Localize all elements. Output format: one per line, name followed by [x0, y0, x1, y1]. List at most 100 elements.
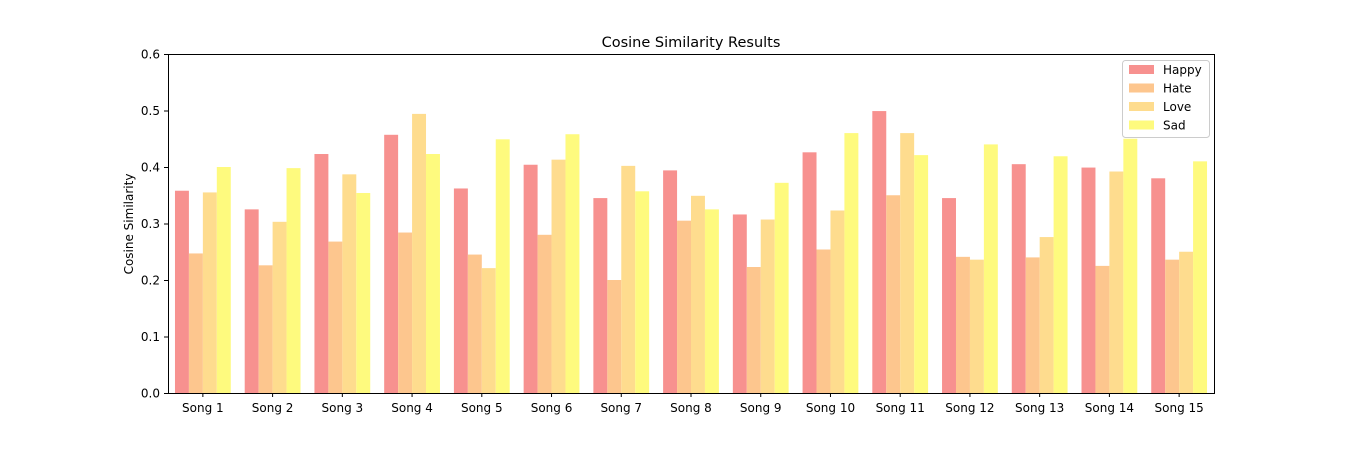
- y-tick-label: 0.4: [141, 161, 160, 175]
- bar-hate-12: [955, 256, 970, 393]
- bar-love-13: [1039, 237, 1054, 393]
- bar-sad-10: [844, 133, 859, 393]
- bar-happy-15: [1151, 178, 1166, 393]
- bar-love-9: [760, 219, 775, 393]
- bar-love-14: [1109, 171, 1124, 393]
- legend-swatch-love: [1129, 102, 1154, 111]
- legend-swatch-happy: [1129, 65, 1154, 74]
- bar-love-1: [202, 192, 217, 393]
- bar-love-6: [551, 159, 566, 393]
- bar-happy-12: [942, 198, 956, 393]
- legend: Happy Hate Love Sad: [1122, 60, 1210, 138]
- bar-happy-6: [523, 164, 538, 393]
- bar-sad-6: [565, 134, 580, 394]
- bar-happy-5: [453, 188, 468, 393]
- y-tick-label: 0.3: [141, 217, 160, 231]
- bar-love-8: [691, 195, 705, 393]
- bar-happy-14: [1081, 167, 1096, 393]
- legend-items: Happy Hate Love Sad: [1129, 63, 1202, 133]
- bar-sad-2: [286, 168, 301, 393]
- bar-sad-11: [914, 155, 929, 393]
- bar-love-15: [1179, 251, 1194, 393]
- x-tick-label: Song 12: [945, 401, 994, 415]
- legend-swatch-hate: [1129, 83, 1154, 93]
- x-tick-label: Song 15: [1155, 401, 1204, 415]
- x-tick-label: Song 5: [461, 401, 503, 415]
- x-tick-label: Song 13: [1015, 401, 1064, 415]
- bar-love-3: [342, 174, 357, 393]
- y-axis-ticks: 0.0 0.1 0.2 0.3 0.4 0.5 0.6: [141, 48, 168, 401]
- x-tick-label: Song 14: [1085, 401, 1134, 415]
- bar-hate-7: [607, 280, 622, 393]
- bar-hate-5: [467, 254, 482, 393]
- x-tick-label: Song 10: [806, 401, 855, 415]
- bar-hate-6: [537, 234, 552, 393]
- bar-sad-1: [216, 167, 231, 393]
- bar-love-2: [272, 221, 287, 393]
- y-axis-label: Cosine Similarity: [122, 174, 136, 275]
- bar-sad-5: [495, 139, 510, 393]
- bar-sad-13: [1053, 156, 1068, 393]
- chart-title: Cosine Similarity Results: [602, 35, 781, 51]
- x-tick-label: Song 2: [252, 401, 294, 415]
- bar-hate-1: [188, 253, 203, 393]
- legend-label-love: Love: [1163, 100, 1191, 114]
- x-tick-label: Song 8: [670, 401, 712, 415]
- bar-happy-4: [384, 134, 399, 394]
- bar-sad-9: [774, 182, 789, 393]
- bar-hate-15: [1165, 259, 1180, 393]
- bar-sad-14: [1123, 138, 1138, 393]
- bar-hate-2: [258, 265, 273, 393]
- bar-love-4: [412, 113, 427, 393]
- x-tick-label: Song 1: [182, 401, 224, 415]
- bar-happy-13: [1011, 164, 1026, 393]
- y-tick-label: 0.6: [141, 48, 160, 62]
- bar-love-10: [830, 210, 845, 393]
- y-tick-label: 0.0: [141, 387, 160, 401]
- bar-hate-13: [1025, 257, 1040, 393]
- bar-hate-14: [1095, 265, 1110, 394]
- bar-love-12: [969, 259, 984, 393]
- bar-sad-4: [426, 154, 440, 393]
- x-tick-label: Song 9: [740, 401, 782, 415]
- bar-hate-9: [746, 267, 761, 393]
- bar-sad-8: [704, 209, 719, 393]
- bar-hate-4: [398, 232, 413, 393]
- bar-sad-12: [983, 144, 998, 393]
- x-tick-label: Song 3: [322, 401, 364, 415]
- bar-happy-1: [174, 190, 189, 393]
- bar-sad-7: [635, 191, 650, 393]
- bar-happy-8: [663, 170, 678, 393]
- x-tick-label: Song 7: [600, 401, 642, 415]
- y-tick-label: 0.5: [141, 104, 160, 118]
- y-tick-label: 0.2: [141, 274, 160, 288]
- x-tick-label: Song 6: [531, 401, 573, 415]
- bar-love-7: [621, 165, 636, 393]
- x-tick-label: Song 4: [391, 401, 433, 415]
- bar-sad-15: [1193, 161, 1208, 393]
- bar-love-5: [481, 268, 496, 393]
- bar-hate-3: [328, 241, 343, 393]
- legend-label-hate: Hate: [1163, 82, 1191, 96]
- legend-label-sad: Sad: [1163, 119, 1186, 133]
- bar-happy-10: [802, 152, 817, 393]
- bar-happy-3: [314, 154, 329, 393]
- y-tick-label: 0.1: [141, 330, 160, 344]
- bar-hate-8: [677, 220, 691, 393]
- bar-happy-7: [593, 198, 608, 393]
- legend-frame: [1122, 60, 1210, 138]
- bar-happy-11: [872, 111, 887, 393]
- bar-sad-3: [356, 192, 371, 393]
- bars-layer: [174, 111, 1208, 394]
- legend-swatch-sad: [1129, 120, 1154, 130]
- x-axis-ticks: Song 1 Song 2 Song 3 Song 4 Song 5 Song 6 Song…: [182, 393, 1204, 415]
- bar-hate-10: [816, 249, 831, 393]
- bar-happy-2: [244, 209, 259, 393]
- bar-love-11: [900, 133, 915, 393]
- bar-happy-9: [732, 214, 747, 393]
- legend-label-happy: Happy: [1163, 63, 1202, 77]
- bar-hate-11: [886, 195, 901, 393]
- x-tick-label: Song 11: [876, 401, 925, 415]
